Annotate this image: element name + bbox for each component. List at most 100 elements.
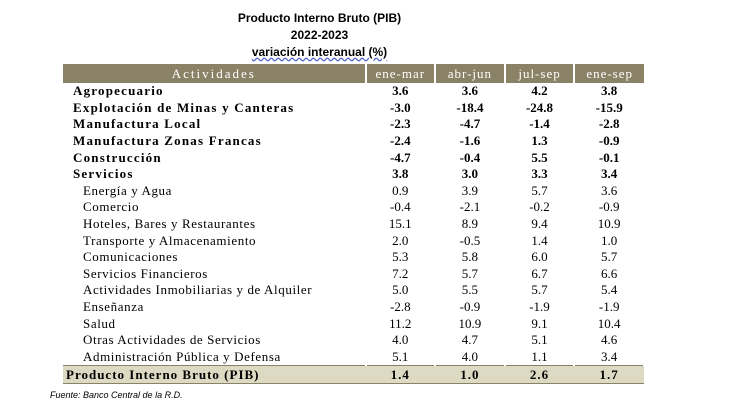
row-value: 3.4 (574, 348, 645, 366)
table-row: Servicios Financieros 7.2 5.7 6.7 6.6 (63, 265, 645, 283)
row-label: Hoteles, Bares y Restaurantes (63, 215, 367, 233)
row-value: 15.1 (365, 215, 437, 233)
row-value: -4.7 (365, 149, 437, 166)
row-value: -0.4 (365, 199, 437, 216)
row-value: 7.2 (365, 265, 437, 283)
row-label: Comunicaciones (63, 248, 367, 266)
row-label: Transporte y Almacenamiento (63, 232, 367, 249)
title-block: Producto Interno Bruto (PIB) 2022-2023 v… (0, 10, 729, 61)
row-value: 6.6 (574, 265, 645, 283)
total-label: Producto Interno Bruto (PIB) (63, 365, 366, 385)
row-label: Manufactura Zonas Francas (63, 132, 367, 150)
row-value: -0.4 (435, 149, 506, 166)
row-value: -1.4 (504, 116, 576, 133)
row-value: -2.1 (435, 199, 506, 216)
row-value: -1.9 (574, 298, 645, 316)
header-jul-sep: jul-sep (504, 64, 576, 83)
row-label: Agropecuario (63, 83, 367, 100)
row-value: 4.0 (435, 348, 506, 366)
header-ene-mar: ene-mar (365, 64, 437, 83)
row-label: Servicios Financieros (63, 265, 367, 283)
row-value: -0.1 (574, 149, 645, 166)
row-value: 5.7 (574, 248, 645, 266)
row-value: 3.3 (504, 165, 576, 183)
row-value: -0.5 (435, 232, 506, 249)
row-value: 3.8 (574, 83, 645, 100)
row-value: 4.6 (574, 331, 645, 349)
row-value: -0.9 (574, 132, 645, 150)
row-value: 1.0 (574, 232, 645, 249)
row-value: -2.4 (365, 132, 437, 150)
table-row: Actividades Inmobiliarias y de Alquiler 5… (63, 282, 645, 299)
row-value: 5.1 (365, 348, 437, 366)
row-label: Administración Pública y Defensa (63, 348, 367, 366)
row-value: 5.1 (504, 331, 576, 349)
row-value: 10.9 (435, 315, 506, 332)
row-label: Manufactura Local (63, 116, 367, 133)
row-value: -4.7 (435, 116, 506, 133)
row-value: 5.8 (435, 248, 506, 266)
row-value: 3.9 (435, 182, 506, 200)
table-row: Servicios 3.8 3.0 3.3 3.4 (63, 165, 645, 183)
row-value: 11.2 (365, 315, 437, 332)
row-label: Actividades Inmobiliarias y de Alquiler (63, 282, 367, 299)
row-label: Explotación de Minas y Canteras (63, 99, 367, 117)
row-value: -2.3 (365, 116, 437, 133)
table-row: Hoteles, Bares y Restaurantes 15.1 8.9 9.4 1… (63, 215, 645, 233)
row-value: 5.5 (435, 282, 506, 299)
row-value: 2.0 (365, 232, 437, 249)
table-row: Transporte y Almacenamiento 2.0 -0.5 1.4 1.0 (63, 232, 645, 249)
row-value: 6.7 (504, 265, 576, 283)
row-value: -0.9 (574, 199, 645, 216)
row-label: Construcción (63, 149, 367, 166)
total-value: 1.0 (435, 365, 505, 385)
total-value: 2.6 (504, 365, 575, 385)
table-row: Manufactura Local -2.3 -4.7 -1.4 -2.8 (63, 116, 645, 133)
row-value: 9.4 (504, 215, 576, 233)
row-value: 1.4 (504, 232, 576, 249)
header-row: Actividades ene-mar abr-jun jul-sep ene-… (63, 64, 644, 83)
row-label: Comercio (63, 199, 367, 216)
row-value: 5.7 (504, 282, 576, 299)
source-note: Fuente: Banco Central de la R.D. (50, 390, 183, 400)
row-value: 4.7 (435, 331, 506, 349)
row-label: Servicios (63, 165, 367, 183)
table-row: Administración Pública y Defensa 5.1 4.0 1.… (63, 348, 645, 366)
row-value: 5.5 (504, 149, 576, 166)
row-value: 5.0 (365, 282, 437, 299)
pib-table: Actividades ene-mar abr-jun jul-sep ene-… (63, 64, 645, 385)
table-subtitle: variación interanual (%) (251, 45, 388, 59)
table-body: Agropecuario 3.6 3.6 4.2 3.8 Explotación de M… (63, 83, 645, 366)
row-value: 8.9 (435, 215, 506, 233)
row-value: -1.6 (435, 132, 506, 150)
row-value: 3.4 (574, 165, 645, 183)
row-value: 3.6 (365, 83, 437, 100)
table-row: Construcción -4.7 -0.4 5.5 -0.1 (63, 149, 645, 166)
table-header: Actividades ene-mar abr-jun jul-sep ene-… (63, 64, 644, 83)
row-value: -15.9 (574, 99, 645, 117)
table-row: Comercio -0.4 -2.1 -0.2 -0.9 (63, 199, 645, 216)
row-value: 5.4 (574, 282, 645, 299)
row-value: 4.0 (365, 331, 437, 349)
row-value: -24.8 (504, 99, 576, 117)
row-value: 5.7 (435, 265, 506, 283)
row-value: -18.4 (435, 99, 506, 117)
row-value: 10.9 (574, 215, 645, 233)
table-row: Manufactura Zonas Francas -2.4 -1.6 1.3 -0.9 (63, 132, 645, 150)
row-value: -2.8 (365, 298, 437, 316)
table-row: Otras Actividades de Servicios 4.0 4.7 5.1 4… (63, 331, 645, 349)
table-row: Explotación de Minas y Canteras -3.0 -18.4… (63, 99, 645, 117)
row-value: 5.3 (365, 248, 437, 266)
table-row: Enseñanza -2.8 -0.9 -1.9 -1.9 (63, 298, 645, 316)
row-value: 10.4 (574, 315, 645, 332)
row-label: Energía y Agua (63, 182, 367, 200)
row-value: -1.9 (504, 298, 576, 316)
table-period: 2022-2023 (290, 28, 349, 42)
row-value: 6.0 (504, 248, 576, 266)
row-value: 3.0 (435, 165, 506, 183)
table-title: Producto Interno Bruto (PIB) (237, 11, 402, 25)
row-value: 9.1 (504, 315, 576, 332)
row-value: 5.7 (504, 182, 576, 200)
row-value: 4.2 (504, 83, 576, 100)
row-value: 1.1 (504, 348, 576, 366)
